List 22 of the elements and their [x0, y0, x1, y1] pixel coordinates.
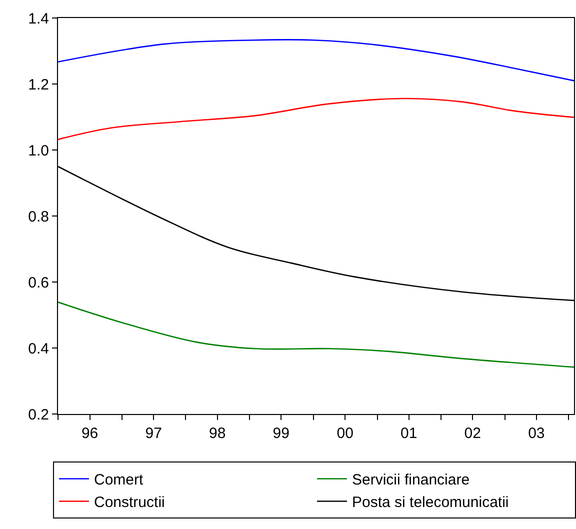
line-series	[58, 39, 574, 82]
x-tick-label: 03	[528, 425, 545, 442]
legend-label: Servicii financiare	[352, 472, 470, 489]
legend-label: Comert	[94, 472, 144, 489]
x-tick-label: 98	[209, 425, 226, 442]
y-tick-label: 1.4	[28, 10, 49, 28]
x-tick-label: 00	[336, 425, 354, 442]
x-tick-label: 01	[400, 425, 418, 442]
y-tick-label: 1.2	[28, 76, 49, 94]
y-tick-label: 0.8	[28, 208, 49, 226]
x-tick-label: 96	[81, 425, 98, 442]
line-series	[58, 98, 574, 140]
line-series	[58, 301, 574, 368]
y-tick-label: 0.4	[28, 340, 49, 358]
x-tick-label: 99	[272, 425, 290, 442]
x-tick-label: 02	[464, 425, 481, 442]
legend-label: Constructii	[94, 494, 165, 512]
legend-label: Posta si telecomunicatii	[352, 494, 509, 512]
x-tick-label: 97	[145, 425, 162, 442]
y-tick-label: 0.6	[28, 274, 49, 292]
y-tick-label: 1.0	[28, 142, 49, 160]
y-tick-label: 0.2	[28, 406, 49, 424]
